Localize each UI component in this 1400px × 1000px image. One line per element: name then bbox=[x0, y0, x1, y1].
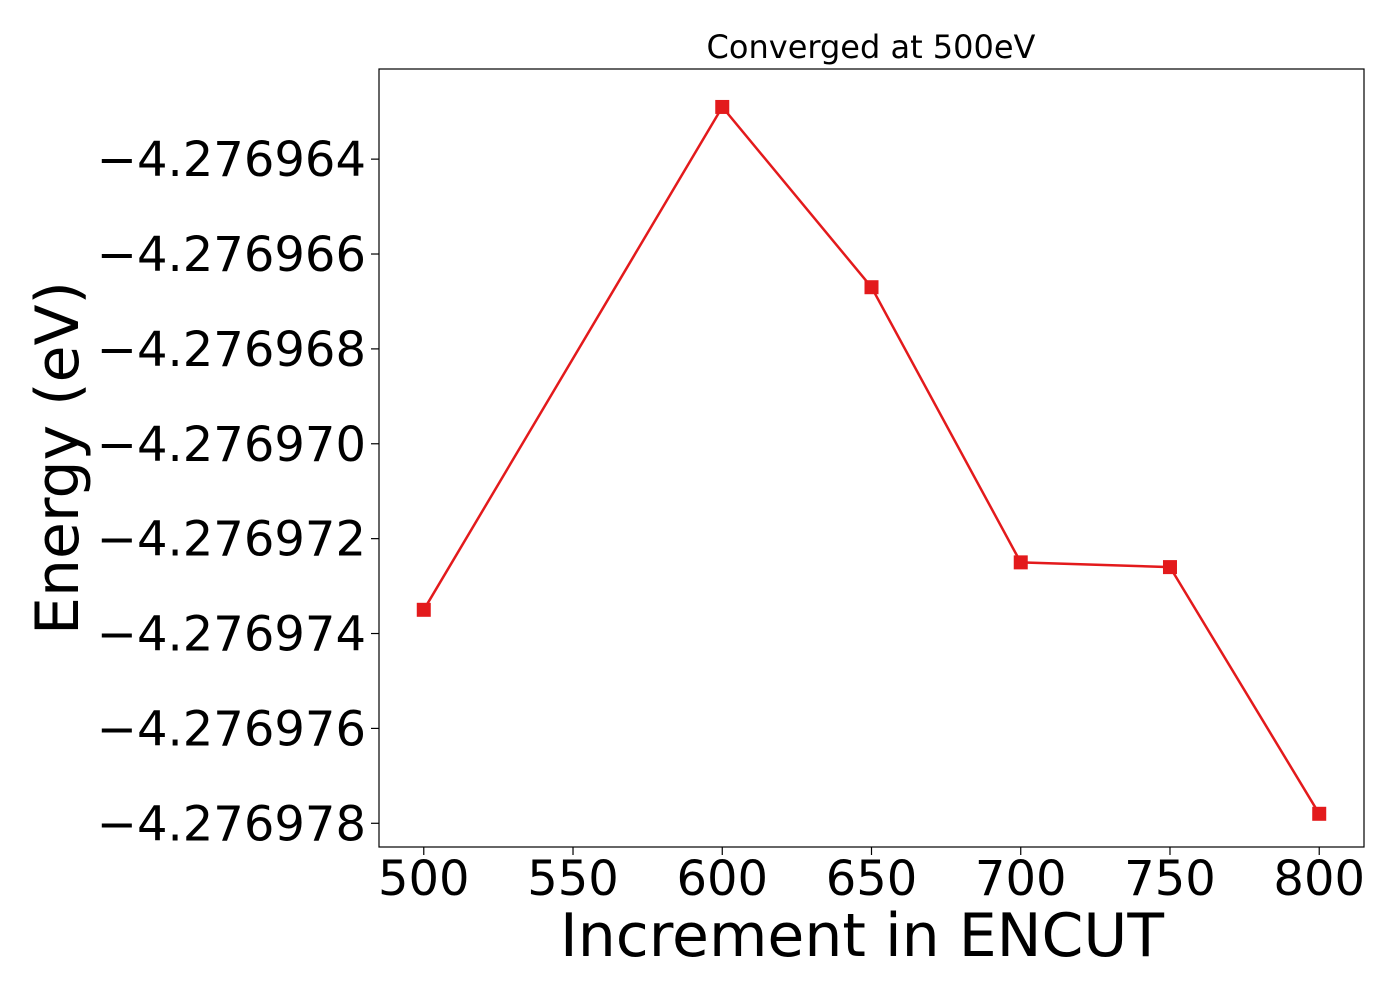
x-tick-label: 550 bbox=[527, 851, 619, 907]
x-axis: 500 550 600 650 700 750 800 bbox=[378, 847, 1365, 907]
x-tick-label: 650 bbox=[826, 851, 918, 907]
y-axis-title: Energy (eV) bbox=[23, 281, 93, 635]
y-axis: −4.276964 −4.276966 −4.276968 −4.276970 −4.2… bbox=[97, 132, 379, 852]
y-tick-label: −4.276966 bbox=[97, 227, 366, 283]
y-tick-label: −4.276968 bbox=[97, 322, 366, 378]
chart-title: Converged at 500eV bbox=[707, 28, 1036, 66]
series-line bbox=[422, 104, 1321, 815]
y-tick-label: −4.276974 bbox=[97, 607, 366, 663]
x-tick-label: 800 bbox=[1273, 851, 1365, 907]
y-tick-label: −4.276970 bbox=[97, 417, 366, 473]
data-point-marker bbox=[864, 280, 879, 295]
y-tick-label: −4.276964 bbox=[97, 132, 366, 188]
y-tick-label: −4.276972 bbox=[97, 512, 366, 568]
x-axis-title: Increment in ENCUT bbox=[560, 901, 1164, 971]
plot-area-frame bbox=[378, 68, 1365, 848]
data-point-marker bbox=[1162, 560, 1177, 575]
data-point-marker bbox=[416, 602, 431, 617]
y-tick-label: −4.276976 bbox=[97, 701, 366, 757]
x-tick-label: 500 bbox=[378, 851, 470, 907]
x-tick-label: 700 bbox=[975, 851, 1067, 907]
y-tick-label: −4.276978 bbox=[97, 796, 366, 852]
data-point-marker bbox=[1312, 806, 1327, 821]
data-point-marker bbox=[1013, 555, 1028, 570]
series-layer bbox=[416, 99, 1327, 821]
data-point-marker bbox=[715, 99, 730, 114]
x-tick-label: 600 bbox=[676, 851, 768, 907]
x-tick-label: 750 bbox=[1124, 851, 1216, 907]
